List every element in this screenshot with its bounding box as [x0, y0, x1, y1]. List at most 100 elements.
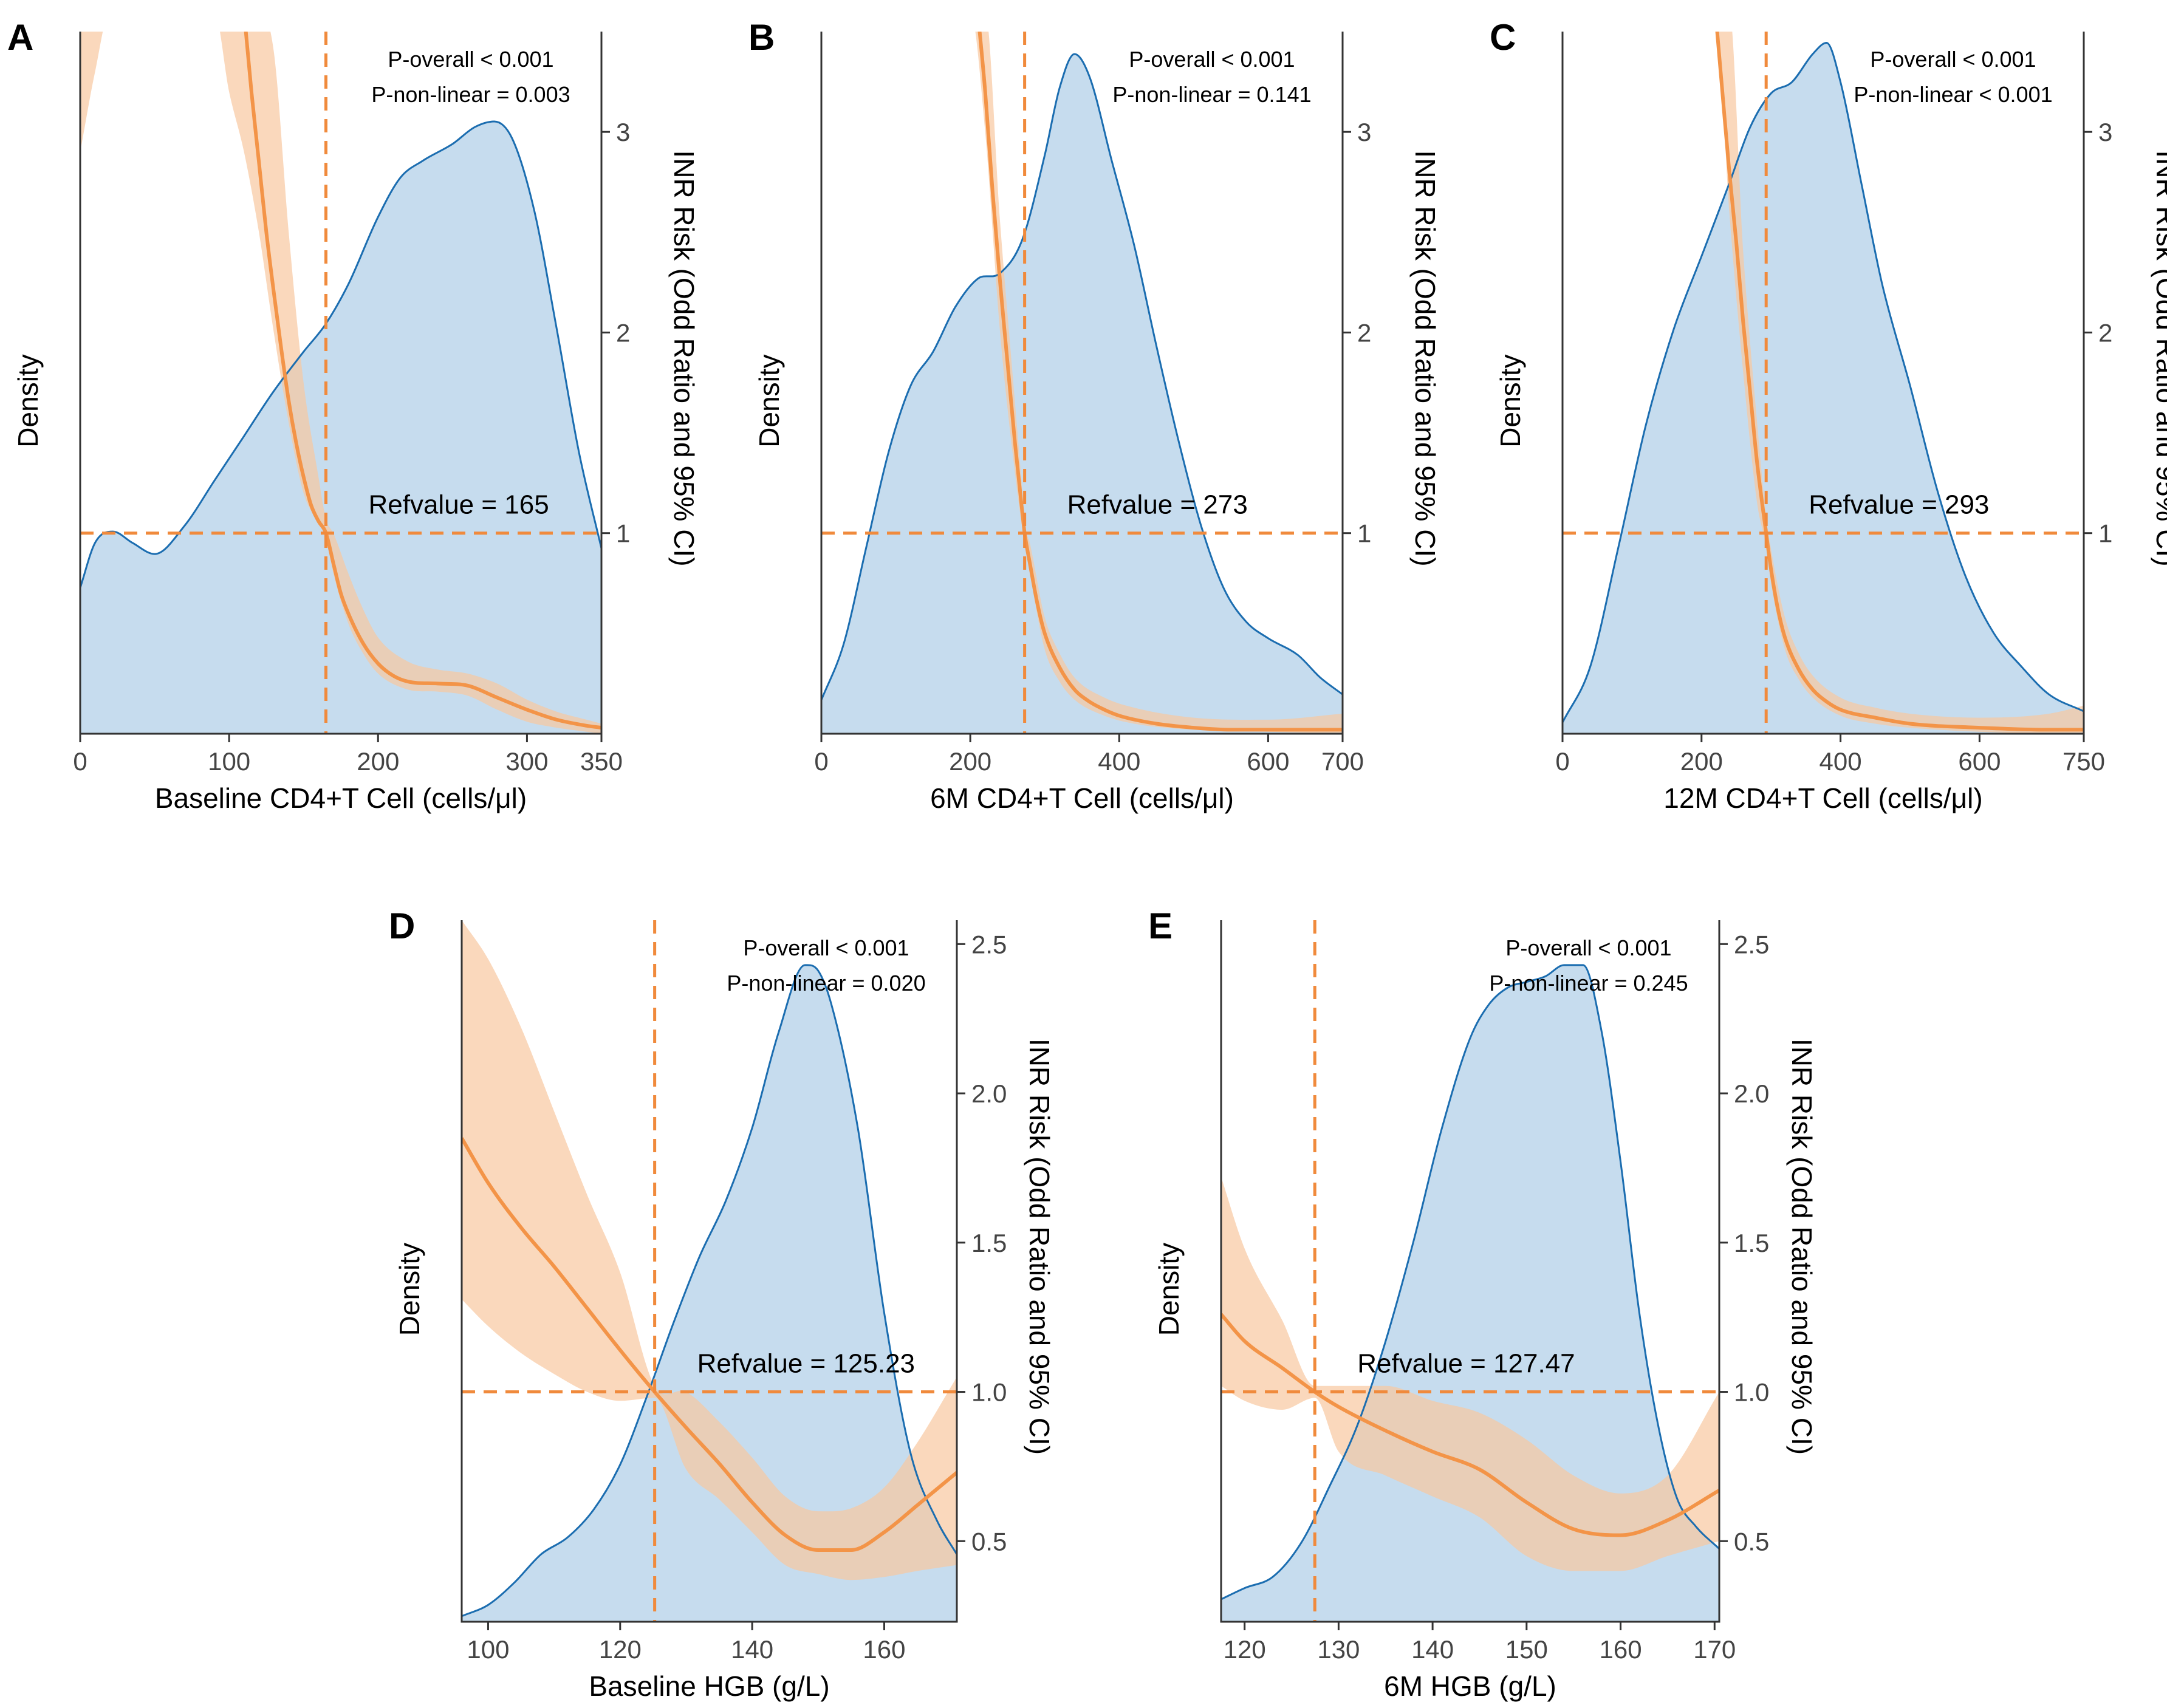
x-tick-label: 350	[580, 747, 623, 776]
panel-letter: C	[1490, 17, 1516, 58]
x-tick-label: 130	[1317, 1635, 1360, 1664]
x-tick-label: 700	[1321, 747, 1364, 776]
or-tick-label: 2.0	[1734, 1079, 1769, 1108]
x-tick-label: 0	[814, 747, 828, 776]
x-tick-label: 300	[505, 747, 548, 776]
x-tick-label: 120	[599, 1635, 642, 1664]
plot-area	[1221, 920, 1719, 1622]
y-axis-label-right: INR Risk (Odd Ratio and 95% CI)	[1786, 1039, 1818, 1455]
axis-frame	[1220, 920, 1720, 1623]
axis-frame	[820, 32, 1344, 735]
plot-area	[821, 32, 1343, 734]
plot-area	[462, 920, 957, 1622]
or-tick-label: 1	[2098, 519, 2112, 548]
density-line	[80, 120, 601, 589]
refvalue-label: Refvalue = 125.23	[697, 1349, 915, 1379]
density-line	[821, 53, 1343, 701]
or-tick-label: 1	[1357, 519, 1371, 548]
p-overall-label: P-overall < 0.001	[1870, 47, 2036, 72]
or-tick-label: 2.0	[971, 1079, 1007, 1108]
or-tick-label: 0.5	[971, 1527, 1007, 1556]
plot-area	[1563, 32, 2084, 734]
x-tick-label: 120	[1224, 1635, 1266, 1664]
x-tick-label: 100	[208, 747, 250, 776]
x-tick-label: 600	[1958, 747, 2001, 776]
x-tick-label: 200	[949, 747, 991, 776]
panel-d: 100 120 140 160 0.5 1.0 1.5 2.0 2.5 Baseline HGB …	[389, 906, 1055, 1702]
x-tick-label: 400	[1098, 747, 1140, 776]
x-axis-label: 6M HGB (g/L)	[1384, 1670, 1556, 1702]
axis-frame	[79, 32, 603, 735]
x-tick-label: 160	[863, 1635, 905, 1664]
or-curve	[244, 32, 601, 730]
x-tick-label: 150	[1505, 1635, 1548, 1664]
ci-band	[1221, 1177, 1719, 1571]
x-axis-label: 6M CD4+T Cell (cells/μl)	[930, 782, 1234, 814]
or-tick-label: 3	[1357, 118, 1371, 146]
axis-frame	[1561, 32, 2085, 735]
x-tick-label: 140	[731, 1635, 773, 1664]
axis-frame	[460, 920, 958, 1623]
density-line	[462, 964, 957, 1617]
x-tick-label: 160	[1600, 1635, 1642, 1664]
x-tick-label: 0	[1555, 747, 1569, 776]
plot-area	[80, 32, 601, 734]
refvalue-label: Refvalue = 273	[1067, 490, 1248, 520]
density-area	[80, 121, 601, 734]
p-overall-label: P-overall < 0.001	[388, 47, 553, 72]
x-axis-label: Baseline CD4+T Cell (cells/μl)	[155, 782, 527, 814]
y-axis-label-right: INR Risk (Odd Ratio and 95% CI)	[1409, 150, 1441, 566]
p-overall-label: P-overall < 0.001	[743, 935, 909, 960]
x-axis-label: 12M CD4+T Cell (cells/μl)	[1663, 782, 1982, 814]
panel-letter: A	[7, 17, 33, 58]
panel-b: 0 200 400 600 700 1 2 3 6M CD4+T Cell (cells/μl)…	[748, 17, 1441, 814]
or-tick-label: 2.5	[1734, 930, 1769, 958]
or-curve	[1221, 1313, 1719, 1537]
panel-letter: B	[748, 17, 775, 58]
y-axis-label-right: INR Risk (Odd Ratio and 95% CI)	[668, 150, 700, 566]
p-overall-label: P-overall < 0.001	[1129, 47, 1295, 72]
or-curve	[462, 1137, 957, 1552]
y-axis-label-right: INR Risk (Odd Ratio and 95% CI)	[1024, 1039, 1055, 1455]
panel-letter: D	[389, 906, 415, 946]
y-axis-label-left: Density	[1494, 354, 1526, 447]
or-tick-label: 1.5	[971, 1229, 1007, 1257]
x-axis-label: Baseline HGB (g/L)	[589, 1670, 829, 1702]
y-axis-label-left: Density	[1153, 1243, 1185, 1336]
or-tick-label: 1.0	[1734, 1378, 1769, 1407]
panel-c: 0 200 400 600 750 1 2 3 12M CD4+T Cell (cells/μl…	[1490, 17, 2167, 814]
panel-e: 120 130 140 150 160 170 0.5 1.0 1.5 2.0 2.5 6M HGB …	[1148, 906, 1818, 1702]
or-curve	[977, 32, 1343, 732]
x-tick-label: 600	[1247, 747, 1289, 776]
or-tick-label: 1.5	[1734, 1229, 1769, 1257]
panel-a: 0 100 200 300 350 1 2 3 Baseline CD4+T Cell (cel…	[7, 17, 700, 814]
y-axis-label-left: Density	[394, 1243, 425, 1336]
or-curve	[1715, 32, 2084, 732]
refvalue-label: Refvalue = 293	[1809, 490, 1989, 520]
or-tick-label: 3	[2098, 118, 2112, 146]
x-tick-label: 200	[1680, 747, 1723, 776]
density-area	[1563, 43, 2084, 734]
density-area	[821, 54, 1343, 734]
x-tick-label: 170	[1693, 1635, 1736, 1664]
x-tick-label: 0	[73, 747, 87, 776]
or-tick-label: 1.0	[971, 1378, 1007, 1407]
density-line	[1563, 41, 2084, 723]
density-line	[1221, 964, 1719, 1600]
or-tick-label: 1	[616, 519, 630, 548]
x-tick-label: 200	[357, 747, 399, 776]
p-nonlinear-label: P-non-linear = 0.141	[1112, 82, 1311, 107]
y-axis-label-left: Density	[12, 354, 44, 447]
x-tick-label: 750	[2063, 747, 2105, 776]
y-axis-label-left: Density	[753, 354, 785, 447]
or-tick-label: 2	[616, 318, 630, 347]
density-area	[462, 965, 957, 1622]
or-tick-label: 2	[1357, 318, 1371, 347]
panel-letter: E	[1148, 906, 1173, 946]
p-nonlinear-label: P-non-linear = 0.245	[1489, 971, 1688, 996]
p-nonlinear-label: P-non-linear = 0.020	[727, 971, 925, 996]
or-tick-label: 3	[616, 118, 630, 146]
p-nonlinear-label: P-non-linear = 0.003	[371, 82, 570, 107]
or-tick-label: 2	[2098, 318, 2112, 347]
